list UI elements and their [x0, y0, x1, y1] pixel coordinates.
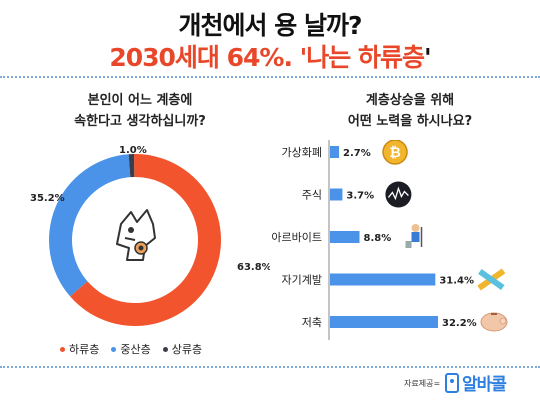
bottom-divider	[0, 366, 540, 368]
sub-title-quote: '	[424, 43, 432, 72]
dragon-icon	[116, 209, 156, 261]
source-label: 자료제공=	[404, 379, 441, 388]
sub-title: 2030세대 64%. '나는 하류층'	[0, 38, 540, 74]
stock-bg	[385, 181, 412, 208]
bar-value-label-0: 2.7%	[343, 148, 371, 159]
stock-chart-icon	[385, 181, 412, 208]
bar-category-label-1: 주식	[302, 189, 322, 202]
piggy-slot	[491, 313, 497, 315]
bar-value-label-4: 32.2%	[442, 318, 477, 329]
dragon-eye	[128, 227, 134, 233]
ruler-shape	[478, 269, 505, 290]
bar-value-label-1: 3.7%	[346, 191, 374, 202]
left-question-line1: 본인이 어느 계층에	[87, 93, 193, 108]
donut-chart: 63.8% 35.2% 1.0%	[30, 145, 270, 326]
sub-title-text: 2030세대 64%. '나는 하류층	[109, 43, 425, 72]
worker-bucket	[405, 241, 412, 248]
legend-label-2: 상류층	[171, 343, 203, 356]
worker-icon	[405, 224, 423, 248]
legend-dot-0	[60, 346, 65, 352]
donut-slice-1	[49, 154, 131, 297]
donut-value-label-0: 63.8%	[237, 262, 270, 273]
bar-2	[330, 231, 360, 243]
piggy-bank-icon	[480, 312, 508, 332]
left-question: 본인이 어느 계층에 속한다고 생각하십니까?	[20, 90, 260, 132]
legend-label-1: 중산층	[120, 343, 151, 356]
dragon-body	[116, 209, 156, 261]
legend-dot-1	[111, 346, 117, 352]
bar-1	[330, 188, 343, 201]
right-question: 계층상승을 위해 어떤 노력을 하시나요?	[290, 90, 530, 132]
logo-text: 알바콜	[462, 375, 507, 395]
bar-value-label-2: 8.8%	[364, 233, 392, 244]
coin-shape	[382, 140, 408, 165]
donut-slice-2	[128, 154, 135, 178]
stock-line	[387, 186, 409, 201]
albacall-logo: 알바콜	[445, 370, 507, 395]
bar-chart: 가상화폐 2.7% ₿ 주식 3.7% 아르바이트 8.8% 자기계발 31.4% 저축 32.2%	[271, 140, 508, 340]
bitcoin-icon: ₿	[382, 140, 408, 165]
pencil-ruler-icon	[477, 268, 506, 291]
legend-item-0: 하류층	[60, 341, 99, 357]
right-question-line1: 계층상승을 위해	[365, 93, 455, 108]
donut-slice-0	[70, 154, 222, 326]
bar-category-label-3: 자기계발	[282, 274, 322, 287]
legend-dot-2	[162, 346, 168, 352]
main-title: 개천에서 용 날까?	[178, 11, 363, 40]
bar-3	[330, 273, 436, 286]
dragon-mouth	[124, 237, 136, 241]
worker-head	[411, 224, 420, 232]
phone-icon	[445, 372, 459, 393]
bar-0	[330, 146, 340, 158]
legend-item-2: 상류층	[162, 341, 203, 357]
piggy-snout	[499, 317, 507, 325]
donut-legend: 하류층 중산층 상류층	[60, 341, 260, 357]
donut-value-label-2: 1.0%	[119, 145, 147, 156]
bar-category-label-4: 저축	[302, 316, 322, 329]
legend-item-1: 중산층	[111, 341, 151, 357]
coin-symbol: ₿	[389, 145, 400, 161]
bar-value-label-3: 31.4%	[439, 276, 474, 287]
donut-value-label-1: 35.2%	[30, 193, 65, 204]
worker-body	[411, 232, 420, 242]
right-question-line2: 어떤 노력을 하시나요?	[347, 114, 473, 129]
dragon-swirl-center	[138, 245, 144, 251]
legend-label-0: 하류층	[69, 343, 100, 356]
left-question-line2: 속한다고 생각하십니까?	[74, 114, 206, 129]
top-divider	[0, 76, 540, 78]
bar-4	[330, 316, 438, 328]
bar-category-label-2: 아르바이트	[271, 231, 322, 244]
bar-category-label-0: 가상화폐	[282, 146, 322, 159]
